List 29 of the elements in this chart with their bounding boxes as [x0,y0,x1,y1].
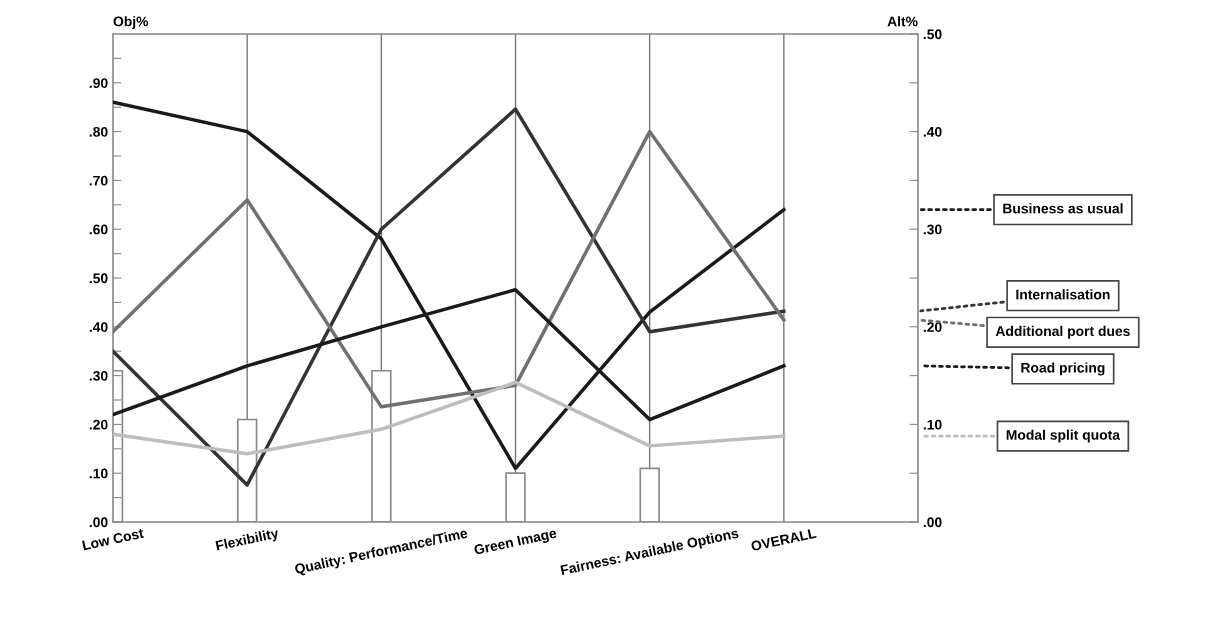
y2-tick-label: .00 [923,517,942,528]
y2-tick-label: .40 [923,126,942,137]
x-tick-label: Flexibility [215,527,280,554]
y-tick-label: .40 [89,322,108,332]
y-tick-label: .60 [89,224,108,235]
x-tick-label: OVERALL [750,528,817,552]
y-tick-label: .70 [89,175,108,186]
y2-tick-label: .20 [923,322,942,332]
y-axis-title: Obj% [113,16,149,30]
text: Business as usual [1003,203,1123,214]
x-tick-label: Fairness: Available Options [560,527,740,578]
y2-axis-title: Alt% [887,16,918,27]
y-tick-label: .20 [89,419,108,430]
y2-tick-label: .10 [923,419,942,430]
x-tick-label: Green Image [473,527,558,558]
y-tick-label: .80 [89,126,108,137]
text: Road pricing [1021,362,1105,376]
y-tick-label: .00 [89,517,108,528]
line-series [113,380,786,456]
x-tick-label: Low Cost [82,527,145,551]
text: Internalisation [1016,289,1110,300]
legend-label: Additional port dues [995,325,1130,339]
y2-tick-label: .30 [923,224,942,235]
y-tick-label: .30 [89,370,108,381]
y-tick-label: .50 [89,273,108,284]
text: Modal split quota [1006,429,1121,443]
y2-tick-label: .50 [923,29,942,40]
y-tick-label: .10 [89,468,108,479]
y-tick-label: .90 [89,78,108,88]
